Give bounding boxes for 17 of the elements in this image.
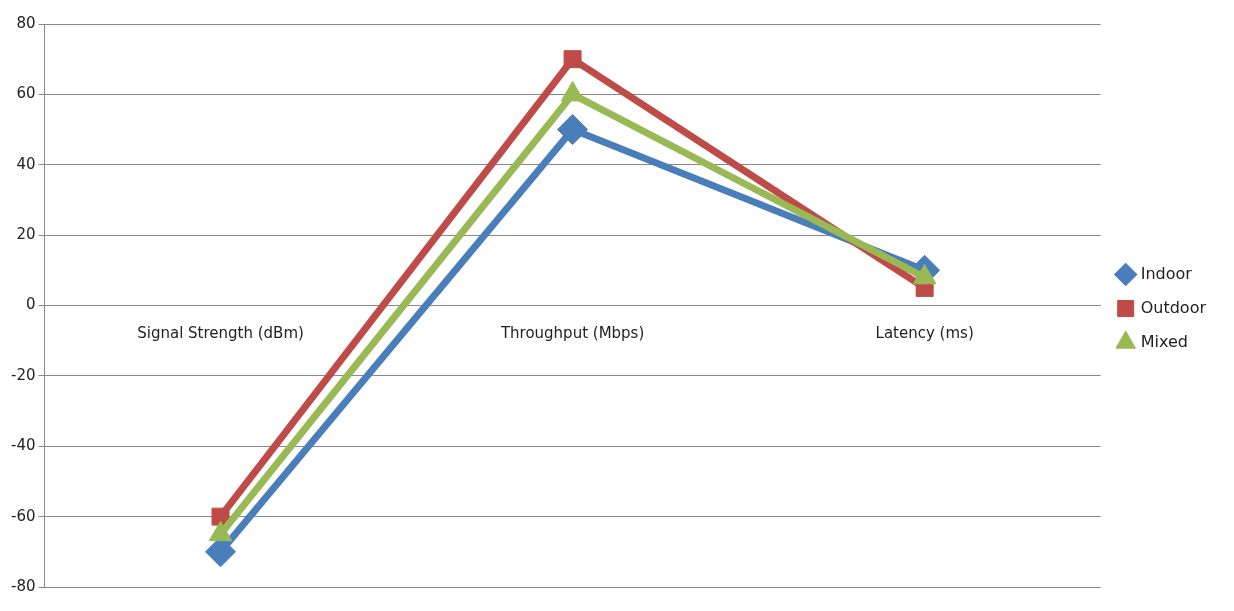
y-tick-label: -40: [11, 436, 36, 455]
point: [563, 50, 582, 69]
y-tick-label: 60: [16, 84, 36, 103]
x-tick-label: Signal Strength (dBm): [137, 324, 304, 343]
x-tick-label: Throughput (Mbps): [499, 324, 645, 343]
point: [557, 114, 589, 146]
y-tick-label: 20: [16, 225, 36, 244]
legend-label: Outdoor: [1140, 297, 1207, 317]
y-tick-label: 0: [25, 295, 36, 314]
legend-label: Indoor: [1140, 263, 1193, 283]
y-tick-label: 80: [16, 13, 36, 32]
x-tick-label: Latency (ms): [875, 324, 974, 343]
y-tick-label: -80: [11, 576, 36, 595]
y-tick-label: -60: [11, 506, 36, 525]
y-tick-label: 40: [16, 154, 36, 173]
legend-label: Mixed: [1140, 331, 1188, 351]
y-tick-label: -20: [11, 365, 36, 384]
